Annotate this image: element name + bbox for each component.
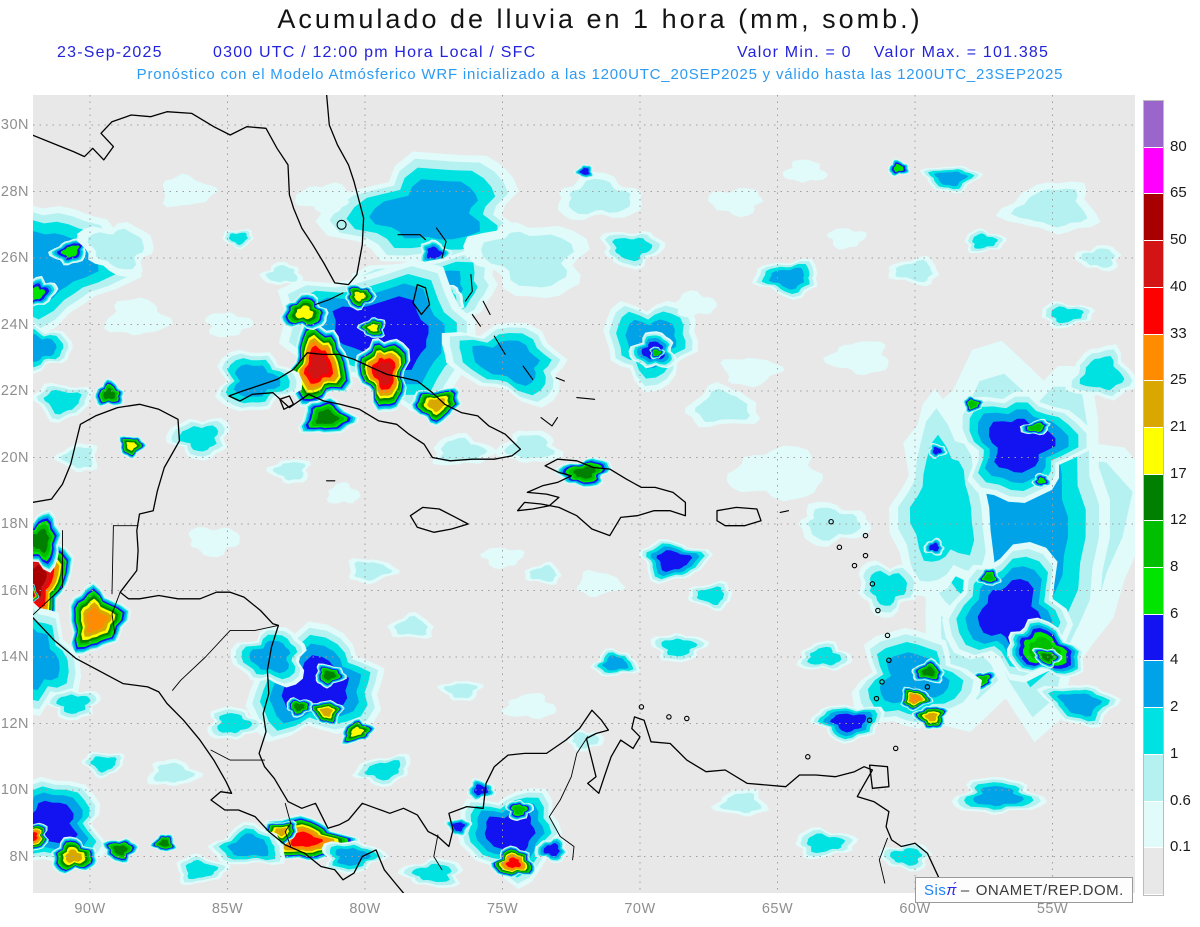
colorbar-segment-9 (1144, 521, 1163, 569)
lat-label-14N: 14N (0, 649, 29, 665)
colorbar-segment-10 (1144, 568, 1163, 615)
rain-map (33, 95, 1135, 893)
colorbar-segment-3 (1144, 241, 1163, 288)
colorbar-segment-14 (1144, 754, 1163, 802)
attribution-sis: Sis (924, 882, 947, 899)
lat-label-16N: 16N (0, 582, 29, 599)
colorbar-segment-11 (1144, 614, 1163, 662)
max-value-label: Valor Max. = 101.385 (873, 44, 1050, 61)
colorbar-tick-40: 40 (1170, 277, 1187, 295)
lat-label-30N: 30N (0, 117, 29, 133)
lat-label-26N: 26N (0, 250, 29, 266)
forecast-date: 23-Sep-2025 (57, 44, 163, 61)
colorbar-segment-7 (1144, 427, 1163, 475)
lon-label-70W: 70W (624, 901, 656, 917)
colorbar-tick-17: 17 (1170, 464, 1187, 482)
colorbar-segment-12 (1144, 661, 1163, 709)
min-value-label: Valor Min. = 0 (737, 44, 852, 61)
lat-label-10N: 10N (0, 782, 29, 798)
colorbar-segment-6 (1144, 381, 1163, 428)
colorbar-segment-4 (1144, 287, 1163, 335)
attribution-org: ONAMET/REP.DOM. (975, 882, 1124, 899)
colorbar-tick-0.1: 0.1 (1170, 838, 1191, 856)
colorbar-segment-2 (1144, 194, 1163, 242)
colorbar-tick-21: 21 (1170, 417, 1187, 435)
colorbar-segment-0 (1144, 101, 1163, 148)
lon-label-55W: 55W (1036, 901, 1069, 917)
lat-label-18N: 18N (0, 516, 29, 532)
forecast-model-line: Pronóstico con el Modelo Atmósferico WRF… (136, 66, 1064, 83)
lon-label-80W: 80W (349, 901, 381, 917)
lon-label-65W: 65W (761, 901, 794, 917)
lon-label-85W: 85W (211, 901, 244, 917)
page-title: Acumulado de lluvia en 1 hora (mm, somb.… (277, 4, 923, 34)
colorbar-segment-8 (1144, 474, 1163, 522)
lon-label-60W: 60W (899, 901, 931, 917)
colorbar-segment-1 (1144, 147, 1163, 195)
colorbar-tick-1: 1 (1170, 744, 1179, 762)
colorbar-tick-33: 33 (1170, 324, 1187, 342)
colorbar-tick-80: 80 (1170, 137, 1187, 155)
attribution-box: Sis π́ – ONAMET/REP.DOM. (915, 877, 1133, 903)
colorbar-tick-50: 50 (1170, 231, 1187, 249)
attribution-pi-icon: π́ (946, 882, 957, 899)
lat-label-24N: 24N (0, 316, 29, 333)
colorbar-tick-8: 8 (1170, 558, 1179, 576)
colorbar-segment-16 (1144, 848, 1163, 895)
lat-label-22N: 22N (0, 383, 29, 399)
colorbar-tick-0.6: 0.6 (1170, 791, 1191, 809)
rain-map-svg (33, 95, 1135, 893)
lon-label-90W: 90W (74, 901, 106, 917)
value-range: Valor Min. = 0 Valor Max. = 101.385 (737, 44, 1049, 64)
colorbar-tick-2: 2 (1170, 698, 1179, 716)
rain-colorbar (1143, 100, 1164, 896)
lat-label-8N: 8N (9, 848, 29, 865)
colorbar-tick-65: 65 (1170, 184, 1187, 202)
lat-label-12N: 12N (0, 715, 29, 732)
lon-label-75W: 75W (486, 901, 519, 917)
forecast-time-info: 0300 UTC / 12:00 pm Hora Local / SFC (213, 44, 537, 61)
colorbar-tick-6: 6 (1170, 604, 1179, 622)
colorbar-tick-12: 12 (1170, 511, 1187, 529)
colorbar-tick-4: 4 (1170, 651, 1179, 669)
lat-label-20N: 20N (0, 449, 29, 466)
attribution-separator: – (960, 882, 970, 899)
colorbar-segment-13 (1144, 708, 1163, 755)
colorbar-segment-15 (1144, 801, 1163, 849)
colorbar-tick-25: 25 (1170, 371, 1187, 389)
lat-label-28N: 28N (0, 183, 29, 200)
colorbar-segment-5 (1144, 334, 1163, 382)
